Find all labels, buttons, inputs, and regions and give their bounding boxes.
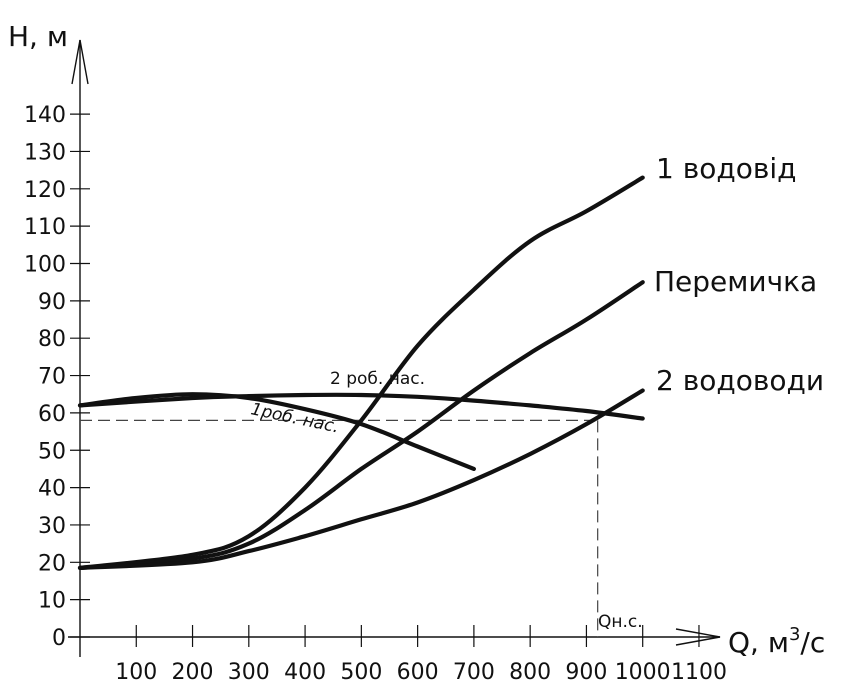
y-tick-label: 100 — [24, 253, 66, 278]
x-tick-label: 300 — [228, 660, 270, 685]
x-tick-label: 500 — [340, 660, 382, 685]
y-tick-label: 80 — [38, 327, 66, 352]
y-tick-label: 30 — [38, 514, 66, 539]
y-tick-label: 20 — [38, 551, 66, 576]
curve-1-rob-nas — [77, 392, 476, 471]
x-axis-title: Q, м3/c — [728, 624, 825, 659]
curve-peremychka — [77, 280, 645, 570]
y-tick-label: 60 — [38, 402, 66, 427]
y-tick-label: 70 — [38, 365, 66, 390]
y-tick-label: 10 — [38, 589, 66, 614]
x-tick-label: 400 — [284, 660, 326, 685]
y-axis-title: Н, м — [8, 20, 68, 53]
y-tick-label: 110 — [24, 215, 66, 240]
operating-point-guides — [80, 419, 599, 637]
x-tick-label: 1000 — [615, 660, 671, 685]
y-tick-label: 140 — [24, 103, 66, 128]
y-tick-label: 50 — [38, 439, 66, 464]
y-tick-label: 90 — [38, 290, 66, 315]
x-tick-label: 100 — [115, 660, 157, 685]
x-tick-label: 800 — [509, 660, 551, 685]
curve-2-rob-nas — [77, 392, 645, 421]
curves — [77, 175, 645, 570]
curve-1-vodovid — [77, 175, 645, 570]
x-axis-title-suffix: /c — [800, 626, 825, 659]
x-tick-label: 700 — [453, 660, 495, 685]
curve-2-vodovody — [77, 388, 645, 570]
y-tick-label: 120 — [24, 178, 66, 203]
y-tick-label: 40 — [38, 477, 66, 502]
x-axis-title-sup: 3 — [789, 624, 800, 645]
x-tick-label: 600 — [397, 660, 439, 685]
label-2-rob-nas: 2 роб. нас. — [330, 369, 425, 389]
x-tick-label: 200 — [172, 660, 214, 685]
axes — [68, 39, 721, 657]
x-tick-label: 900 — [565, 660, 607, 685]
x-axis-arrow — [675, 628, 721, 646]
label-1-vodovid: 1 водовід — [656, 152, 796, 185]
x-tick-label: 1100 — [671, 660, 727, 685]
label-q-ns: Qн.с. — [598, 612, 643, 632]
ticks: 0 10 20 30 40 50 60 70 80 90 100 110 120 130 140 100 200… — [24, 103, 727, 685]
y-axis-arrow — [71, 39, 89, 85]
label-peremychka: Перемичка — [654, 265, 817, 298]
x-axis-title-main: Q, м — [728, 626, 789, 659]
y-tick-label: 130 — [24, 140, 66, 165]
label-2-vodovody: 2 водоводи — [656, 364, 824, 397]
y-tick-label: 0 — [52, 626, 66, 651]
